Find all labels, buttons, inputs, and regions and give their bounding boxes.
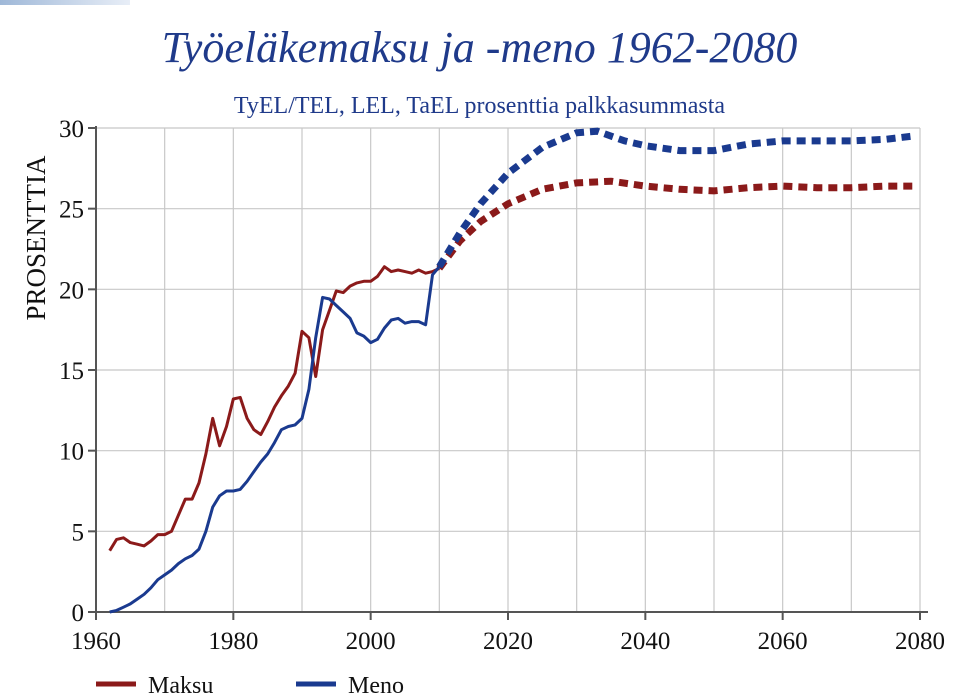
x-tick-label: 2060 [758,628,808,655]
y-tick-label: 30 [59,116,84,143]
series-line-meno-projection [436,127,914,269]
legend-label-maksu: Maksu [148,673,213,699]
y-tick-labels: 0 5 10 15 20 25 30 [59,116,84,627]
x-tick-label: 1960 [71,628,121,655]
y-tick-label: 0 [72,600,85,627]
x-tick-label: 1980 [208,628,258,655]
y-tick-label: 5 [72,519,85,546]
y-tick-label: 20 [59,277,84,304]
y-tick-label: 25 [59,197,84,224]
chart-subtitle: TyEL/TEL, LEL, TaEL prosenttia palkkasum… [233,93,726,119]
x-tick-label: 2080 [895,628,945,655]
legend: Maksu Meno [96,673,404,699]
grid-lines [95,127,921,613]
series-line-meno-historical [109,265,441,614]
axes [88,126,928,620]
x-tick-label: 2040 [620,628,670,655]
series-line-maksu-projection [436,177,914,271]
top-accent-bar [0,0,130,5]
x-tick-labels: 1960 1980 2000 2020 2040 2060 2080 [71,628,945,655]
y-tick-label: 10 [59,439,84,466]
legend-label-meno: Meno [348,673,404,699]
y-axis-label: PROSENTTIA [21,155,51,321]
series-lines [108,127,914,614]
series-line-maksu-historical [108,265,440,552]
x-tick-label: 2020 [483,628,533,655]
y-tick-label: 15 [59,358,84,385]
chart-title: Työeläkemaksu ja -meno 1962-2080 [161,23,798,72]
x-tick-label: 2000 [346,628,396,655]
